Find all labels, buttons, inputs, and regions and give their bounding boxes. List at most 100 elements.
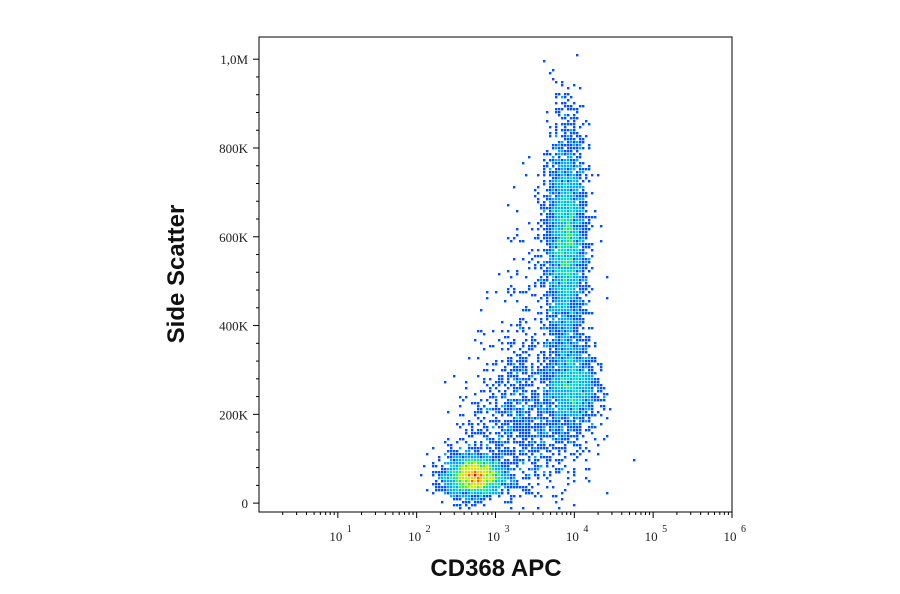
data-point [516, 465, 519, 468]
data-point [576, 414, 579, 417]
data-point [543, 327, 546, 330]
data-point [528, 309, 531, 312]
data-point [474, 465, 477, 468]
data-point [471, 453, 474, 456]
data-point [528, 399, 531, 402]
data-point [543, 402, 546, 405]
data-point [588, 402, 591, 405]
data-point [588, 123, 591, 126]
data-point [534, 468, 537, 471]
data-point [432, 474, 435, 477]
data-point [552, 285, 555, 288]
data-point [549, 414, 552, 417]
data-point [558, 225, 561, 228]
data-point [570, 243, 573, 246]
data-point [537, 417, 540, 420]
data-point [468, 468, 471, 471]
data-point [564, 249, 567, 252]
data-point [549, 408, 552, 411]
data-point [471, 483, 474, 486]
data-point [480, 462, 483, 465]
data-point [555, 129, 558, 132]
data-point [525, 390, 528, 393]
data-point [543, 390, 546, 393]
data-point [561, 327, 564, 330]
data-point [567, 420, 570, 423]
data-point [495, 411, 498, 414]
data-point [567, 213, 570, 216]
data-point [537, 450, 540, 453]
data-point [531, 249, 534, 252]
data-point [576, 135, 579, 138]
data-point [489, 489, 492, 492]
data-point [585, 351, 588, 354]
data-point [561, 384, 564, 387]
data-point [582, 333, 585, 336]
data-point [588, 219, 591, 222]
data-point [555, 243, 558, 246]
data-point [450, 444, 453, 447]
data-point [468, 501, 471, 504]
data-point [519, 354, 522, 357]
data-point [525, 369, 528, 372]
data-point [519, 387, 522, 390]
data-point [558, 213, 561, 216]
data-point [573, 279, 576, 282]
data-point [498, 456, 501, 459]
data-point [507, 387, 510, 390]
data-point [525, 486, 528, 489]
data-point [567, 339, 570, 342]
data-point [585, 447, 588, 450]
data-point [561, 144, 564, 147]
data-point [561, 405, 564, 408]
data-point [585, 201, 588, 204]
data-point [567, 294, 570, 297]
data-point [510, 402, 513, 405]
data-point [465, 396, 468, 399]
data-point [591, 405, 594, 408]
data-point [594, 396, 597, 399]
data-point [492, 396, 495, 399]
data-point [480, 420, 483, 423]
data-point [579, 219, 582, 222]
data-point [540, 219, 543, 222]
data-point [585, 288, 588, 291]
data-point [579, 432, 582, 435]
data-point [564, 195, 567, 198]
data-point [582, 378, 585, 381]
data-point [558, 423, 561, 426]
data-point [558, 144, 561, 147]
data-point [474, 339, 477, 342]
data-point [558, 264, 561, 267]
data-point [579, 195, 582, 198]
data-point [591, 423, 594, 426]
data-point [477, 330, 480, 333]
data-point [474, 450, 477, 453]
data-point [555, 132, 558, 135]
data-point [570, 180, 573, 183]
data-point [537, 312, 540, 315]
data-point [546, 375, 549, 378]
data-point [576, 402, 579, 405]
data-point [525, 321, 528, 324]
data-point [555, 291, 558, 294]
data-point [570, 216, 573, 219]
data-point [555, 381, 558, 384]
data-point [579, 411, 582, 414]
data-point [483, 369, 486, 372]
data-point [540, 423, 543, 426]
data-point [549, 348, 552, 351]
data-point [555, 324, 558, 327]
data-point [528, 408, 531, 411]
data-point [579, 243, 582, 246]
data-point [537, 360, 540, 363]
data-point [468, 465, 471, 468]
data-point [522, 471, 525, 474]
data-point [558, 294, 561, 297]
data-point [498, 486, 501, 489]
data-point [555, 387, 558, 390]
data-point [576, 258, 579, 261]
data-point [456, 498, 459, 501]
data-point [477, 501, 480, 504]
data-point [480, 483, 483, 486]
